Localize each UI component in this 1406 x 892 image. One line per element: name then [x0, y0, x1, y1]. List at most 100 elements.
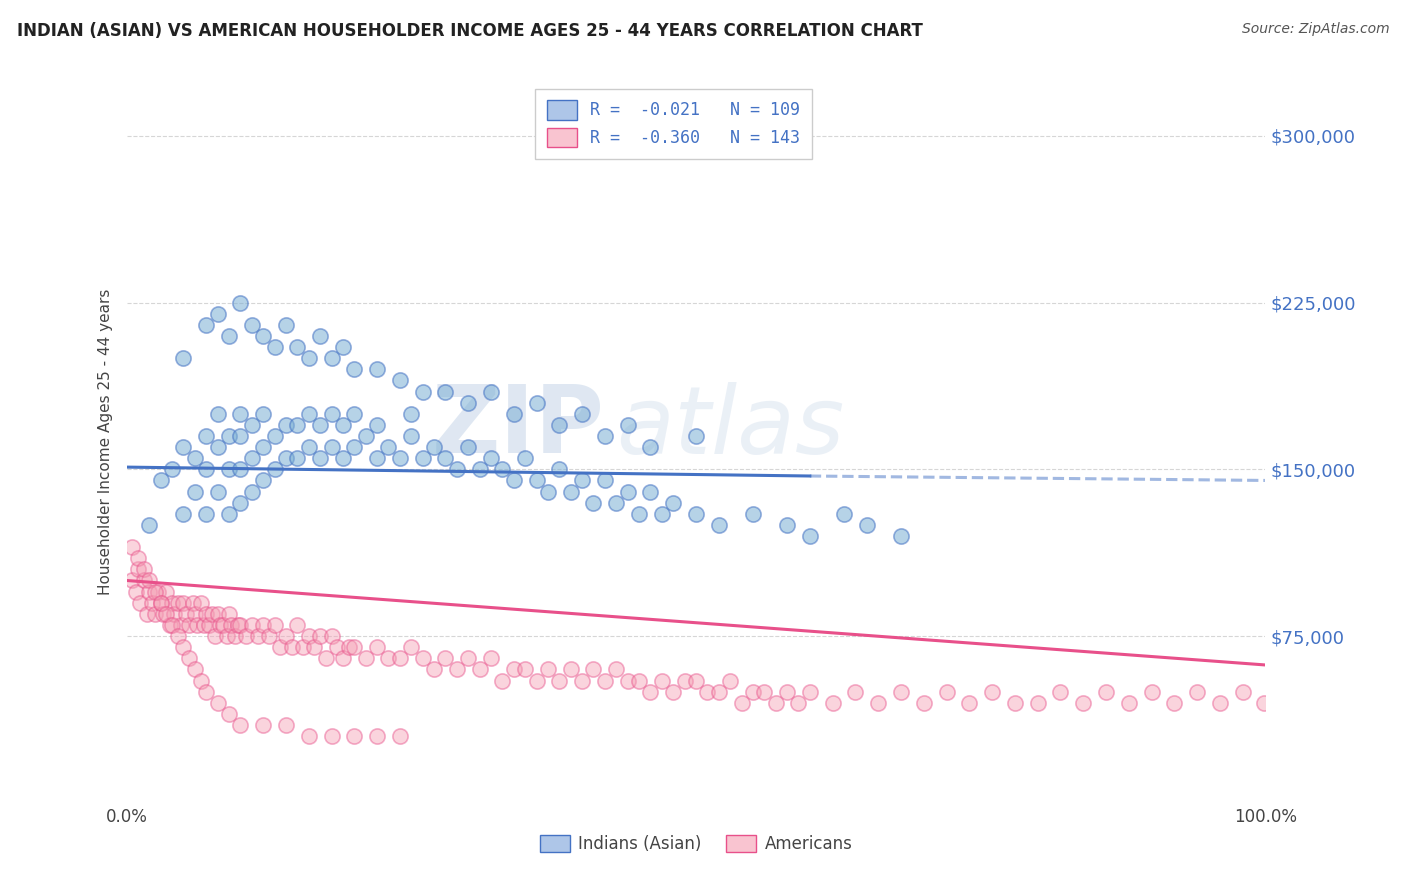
Point: [388, 451, 411, 466]
Point: [298, 440, 321, 454]
Point: [132, 574, 155, 588]
Point: [981, 684, 1004, 698]
Point: [149, 596, 172, 610]
Point: [401, 640, 423, 655]
Point: [560, 662, 582, 676]
Point: [412, 651, 434, 665]
Point: [787, 696, 810, 710]
Point: [184, 451, 207, 466]
Point: [343, 440, 366, 454]
Point: [274, 318, 297, 332]
Point: [252, 329, 274, 343]
Point: [401, 429, 423, 443]
Point: [366, 362, 388, 376]
Point: [337, 640, 360, 655]
Point: [274, 629, 297, 643]
Point: [640, 440, 662, 454]
Point: [252, 618, 274, 632]
Point: [1049, 684, 1071, 698]
Point: [121, 574, 143, 588]
Point: [121, 540, 143, 554]
Point: [240, 417, 263, 432]
Point: [207, 407, 229, 421]
Point: [274, 417, 297, 432]
Point: [204, 629, 226, 643]
Point: [218, 607, 240, 621]
Point: [240, 318, 263, 332]
Point: [138, 517, 160, 532]
Point: [263, 340, 285, 354]
Point: [193, 618, 215, 632]
Point: [172, 351, 194, 366]
Point: [274, 718, 297, 732]
Point: [127, 562, 149, 576]
Point: [332, 340, 354, 354]
Point: [321, 729, 343, 743]
Point: [218, 507, 240, 521]
Point: [309, 417, 332, 432]
Point: [181, 596, 204, 610]
Point: [673, 673, 696, 688]
Point: [685, 429, 707, 443]
Point: [515, 451, 537, 466]
Point: [229, 295, 252, 310]
Point: [1071, 696, 1094, 710]
Point: [628, 507, 651, 521]
Point: [537, 484, 560, 499]
Point: [526, 395, 548, 409]
Point: [742, 684, 765, 698]
Point: [166, 629, 188, 643]
Point: [184, 607, 207, 621]
Point: [263, 429, 285, 443]
Point: [548, 673, 571, 688]
Point: [179, 618, 201, 632]
Point: [868, 696, 890, 710]
Point: [423, 662, 446, 676]
Point: [149, 596, 172, 610]
Point: [235, 629, 257, 643]
Point: [479, 384, 502, 399]
Point: [616, 417, 638, 432]
Point: [640, 684, 662, 698]
Point: [457, 395, 479, 409]
Point: [479, 451, 502, 466]
Point: [890, 529, 912, 543]
Point: [662, 684, 685, 698]
Point: [321, 407, 343, 421]
Point: [730, 696, 752, 710]
Point: [605, 662, 627, 676]
Point: [605, 496, 627, 510]
Point: [616, 484, 638, 499]
Point: [263, 462, 285, 476]
Point: [401, 407, 423, 421]
Point: [571, 673, 593, 688]
Text: atlas: atlas: [616, 382, 845, 473]
Point: [685, 507, 707, 521]
Point: [502, 474, 524, 488]
Point: [195, 684, 218, 698]
Point: [207, 307, 229, 321]
Point: [685, 673, 707, 688]
Point: [582, 662, 605, 676]
Point: [136, 607, 159, 621]
Point: [1185, 684, 1208, 698]
Point: [526, 673, 548, 688]
Point: [388, 373, 411, 387]
Point: [143, 584, 166, 599]
Point: [502, 407, 524, 421]
Point: [548, 417, 571, 432]
Point: [844, 684, 866, 698]
Point: [221, 618, 243, 632]
Point: [172, 640, 194, 655]
Point: [155, 584, 177, 599]
Point: [616, 673, 638, 688]
Point: [195, 429, 218, 443]
Point: [651, 673, 673, 688]
Point: [172, 440, 194, 454]
Point: [718, 673, 741, 688]
Point: [252, 474, 274, 488]
Point: [423, 440, 446, 454]
Point: [640, 484, 662, 499]
Point: [742, 507, 765, 521]
Point: [229, 462, 252, 476]
